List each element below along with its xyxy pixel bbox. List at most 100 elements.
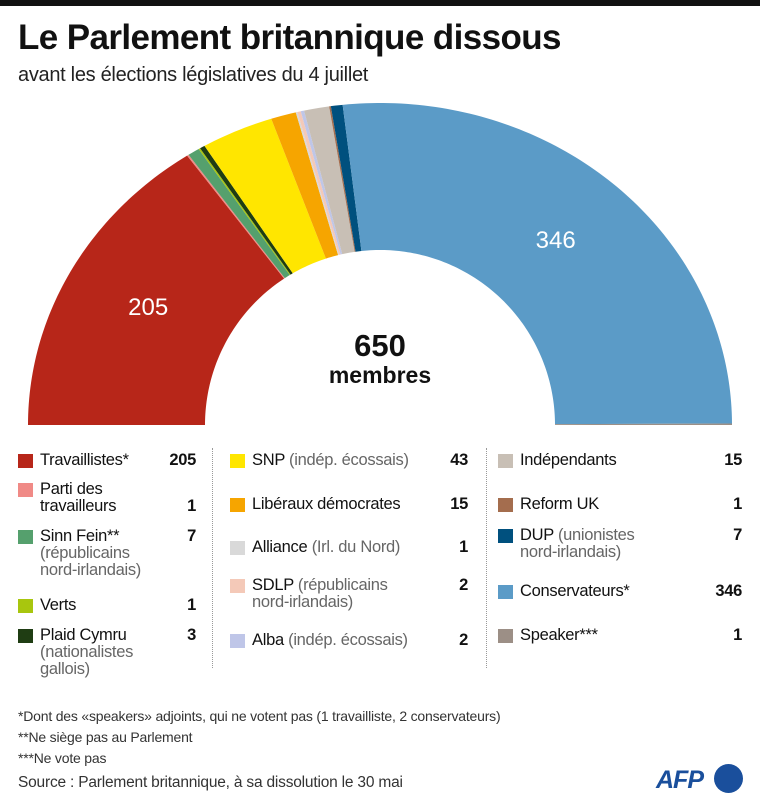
legend-label: Conservateurs* <box>520 583 630 600</box>
legend-party-note: (Irl. du Nord) <box>311 538 401 556</box>
legend-party-name: Plaid Cymru <box>40 626 127 644</box>
afp-logo: AFP <box>656 764 746 796</box>
legend-divider <box>212 448 213 668</box>
arc-segment-2 <box>188 149 290 279</box>
legend-item: Speaker*** 1 <box>498 627 742 667</box>
parliament-chart: 205 346 <box>28 103 732 425</box>
arc-segment-1 <box>187 154 285 279</box>
legend-party-note: (républicains nord-irlandais) <box>40 544 141 579</box>
legend-label: Reform UK <box>520 496 599 513</box>
legend-swatch <box>498 585 513 599</box>
legend-item: Alliance (Irl. du Nord) 1 <box>230 539 468 579</box>
segment-label: 205 <box>128 294 168 321</box>
legend-label: Libéraux démocrates <box>252 495 401 513</box>
legend-value: 1 <box>733 495 742 513</box>
legend-party-name: Libéraux démocrates <box>252 495 401 513</box>
legend-swatch <box>230 579 245 593</box>
legend-party-name: Alba <box>252 631 284 649</box>
legend-label: DUP (unionistes nord-irlandais) <box>520 526 635 561</box>
legend-value: 15 <box>450 495 468 513</box>
legend-value: 2 <box>459 576 468 594</box>
legend-item: Indépendants 15 <box>498 452 742 492</box>
arc-segment-11 <box>329 106 356 252</box>
legend-value: 7 <box>733 526 742 544</box>
legend-swatch <box>230 498 245 512</box>
footnote: ***Ne vote pas <box>18 750 107 766</box>
arc-segment-10 <box>304 106 355 255</box>
segment-label: 346 <box>536 227 576 254</box>
legend-label: SDLP (républicains nord-irlandais) <box>252 577 388 611</box>
legend-label: Plaid Cymru (nationalistes gallois) <box>40 627 133 678</box>
legend-party-name: Indépendants <box>520 451 617 469</box>
legend-label: Parti des travailleurs <box>40 481 116 515</box>
legend-party-name: DUP <box>520 526 554 544</box>
legend-item: SNP (indép. écossais) 43 <box>230 452 468 492</box>
legend-value: 7 <box>187 527 196 545</box>
legend-swatch <box>498 454 513 468</box>
legend-label: Alba (indép. écossais) <box>252 632 408 649</box>
legend-label: Speaker*** <box>520 627 598 644</box>
legend-item: Travaillistes* 205 <box>18 452 196 492</box>
legend-party-name: Conservateurs* <box>520 582 630 600</box>
legend-swatch <box>498 529 513 543</box>
arc-segment-4 <box>200 145 293 275</box>
arc-segment-8 <box>297 111 341 255</box>
legend-item: Libéraux démocrates 15 <box>230 496 468 536</box>
legend-item: DUP (unionistes nord-irlandais) 7 <box>498 527 742 567</box>
legend-value: 2 <box>459 631 468 649</box>
legend-label: Sinn Fein** (républicains nord-irlandais… <box>40 528 141 579</box>
arc-segment-6 <box>271 112 339 259</box>
arc-segment-9 <box>300 110 343 255</box>
legend-label: Indépendants <box>520 451 617 469</box>
arc-segment-3 <box>198 148 291 276</box>
legend-label: Travaillistes* <box>40 452 129 469</box>
arc-segment-14 <box>555 423 732 425</box>
legend-party-name: Reform UK <box>520 495 599 513</box>
legend-party-note: (nationalistes gallois) <box>40 643 134 678</box>
legend-swatch <box>498 629 513 643</box>
arc-segment-13 <box>342 103 732 425</box>
legend-swatch <box>230 541 245 555</box>
legend-value: 1 <box>187 596 196 614</box>
legend-label: Verts <box>40 597 76 614</box>
footnote: **Ne siège pas au Parlement <box>18 729 193 745</box>
legend-item: SDLP (républicains nord-irlandais) 2 <box>230 577 468 617</box>
legend-swatch <box>18 629 33 643</box>
legend-value: 1 <box>187 497 196 515</box>
legend-party-name: Sinn Fein** <box>40 527 120 545</box>
legend-party-note: (unionistes nord-irlandais) <box>520 526 635 561</box>
legend-label: SNP (indép. écossais) <box>252 452 409 469</box>
legend-party-note: (indép. écossais) <box>289 451 409 469</box>
legend-swatch <box>498 498 513 512</box>
legend-party-name: Speaker*** <box>520 626 598 644</box>
center-total: 650 <box>354 328 406 363</box>
legend-value: 346 <box>715 582 742 600</box>
legend-swatch <box>230 454 245 468</box>
legend-party-name: SNP <box>252 451 285 469</box>
legend-party-name: Parti des travailleurs <box>40 480 117 515</box>
legend-swatch <box>18 483 33 497</box>
legend-swatch <box>18 599 33 613</box>
legend-value: 43 <box>450 451 468 469</box>
logo-dot-icon <box>714 764 743 793</box>
chart-title: Le Parlement britannique dissous <box>18 18 561 57</box>
legend-party-name: SDLP <box>252 576 294 594</box>
legend-party-note: (indép. écossais) <box>288 631 408 649</box>
legend-label: Alliance (Irl. du Nord) <box>252 539 400 556</box>
center-unit: membres <box>328 362 432 388</box>
legend-divider <box>486 448 487 668</box>
legend-item: Sinn Fein** (républicains nord-irlandais… <box>18 527 196 579</box>
top-bar <box>0 0 760 6</box>
legend-party-name: Travaillistes* <box>40 451 129 469</box>
source: Source : Parlement britannique, à sa dis… <box>18 774 403 791</box>
footnote: *Dont des «speakers» adjoints, qui ne vo… <box>18 708 501 724</box>
legend-swatch <box>18 530 33 544</box>
legend-value: 1 <box>733 626 742 644</box>
legend-item: Conservateurs* 346 <box>498 583 742 623</box>
legend-party-name: Verts <box>40 596 77 614</box>
legend-swatch <box>230 634 245 648</box>
arc-segment-5 <box>204 118 326 274</box>
legend-value: 3 <box>187 626 196 644</box>
legend-item: Verts 1 <box>18 597 196 637</box>
chart-subtitle: avant les élections législatives du 4 ju… <box>18 64 369 86</box>
